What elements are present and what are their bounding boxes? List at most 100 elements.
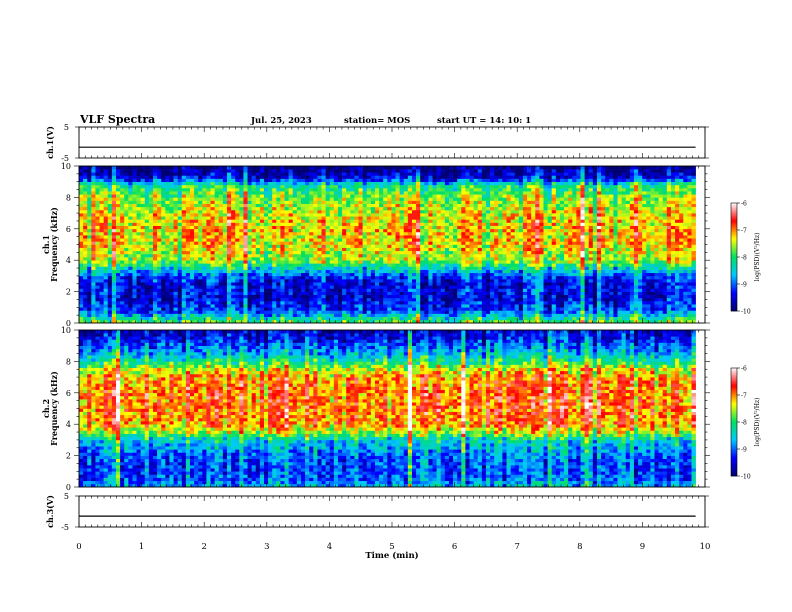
spectrogram-cell	[403, 166, 409, 170]
spectrogram-cell	[185, 222, 191, 226]
spectrogram-cell	[457, 194, 462, 198]
spectrogram-cell	[395, 166, 400, 170]
spectrogram-cell	[342, 187, 347, 192]
spectrogram-cell	[469, 285, 474, 289]
spectrogram-cell	[116, 191, 121, 195]
spectrogram-cell	[243, 238, 248, 242]
spectrogram-cell	[387, 310, 392, 314]
spectrogram-cell	[399, 316, 405, 321]
spectrogram-cell	[144, 260, 150, 264]
spectrogram-cell	[79, 175, 84, 179]
spectrogram-cell	[79, 282, 84, 286]
spectrogram-cell	[83, 184, 88, 189]
spectrogram-cell	[313, 304, 318, 308]
spectrogram-cell	[103, 222, 109, 226]
spectrogram-cell	[235, 194, 240, 198]
spectrogram-cell	[148, 316, 154, 321]
spectrogram-cell	[350, 291, 355, 296]
spectrogram-cell	[309, 216, 314, 220]
spectrogram-cell	[407, 319, 413, 324]
spectrogram-cell	[152, 272, 158, 277]
spectrogram-cell	[239, 172, 244, 176]
spectrogram-cell	[317, 213, 322, 217]
spectrogram-cell	[91, 297, 96, 302]
spectrogram-cell	[305, 235, 310, 239]
spectrogram-cell	[436, 206, 442, 211]
spectrogram-cell	[198, 235, 203, 239]
spectrogram-cell	[169, 257, 174, 261]
spectrogram-cell	[440, 301, 446, 305]
spectrogram-cell	[198, 260, 203, 264]
spectrogram-cell	[235, 228, 240, 233]
spectrogram-cell	[194, 275, 199, 280]
spectrogram-cell	[152, 206, 158, 211]
spectrogram-cell	[300, 244, 306, 248]
spectrogram-cell	[350, 203, 355, 208]
spectrogram-cell	[300, 216, 306, 220]
spectrogram-cell	[333, 307, 339, 311]
spectrogram-cell	[255, 191, 261, 195]
spectrogram-cell	[194, 191, 199, 195]
spectrogram-cell	[226, 184, 232, 189]
spectrogram-cell	[461, 266, 466, 270]
spectrogram-cell	[181, 225, 187, 230]
spectrogram-cell	[276, 275, 281, 280]
spectrogram-cell	[424, 263, 429, 267]
spectrogram-cell	[95, 279, 100, 283]
spectrogram-cell	[79, 297, 84, 302]
spectrogram-cell	[432, 279, 437, 283]
spectrogram-cell	[128, 307, 133, 311]
spectrogram-cell	[366, 297, 372, 302]
spectrogram-cell	[403, 291, 409, 296]
spectrogram-cell	[194, 169, 199, 173]
spectrogram-cell	[259, 279, 265, 283]
spectrogram-cell	[280, 294, 285, 299]
spectrogram-cell	[325, 275, 331, 280]
spectrogram-cell	[243, 175, 248, 179]
spectrogram-cell	[83, 203, 88, 208]
spectrogram-cell	[226, 250, 232, 255]
spectrogram-cell	[189, 172, 195, 176]
spectrogram-cell	[305, 197, 310, 201]
spectrogram-cell	[428, 266, 433, 270]
spectrogram-cell	[313, 175, 318, 179]
spectrogram-cell	[366, 178, 372, 182]
spectrogram-cell	[99, 222, 104, 226]
spectrogram-cell	[469, 241, 474, 245]
spectrogram-cell	[169, 175, 174, 179]
spectrogram-cell	[206, 272, 211, 277]
spectrogram-cell	[255, 260, 261, 264]
spectrogram-cell	[116, 250, 121, 255]
spectrogram-cell	[337, 313, 343, 318]
spectrogram-cell	[469, 304, 474, 308]
spectrogram-cell	[337, 235, 343, 239]
spectrogram-cell	[111, 282, 117, 286]
spectrogram-cell	[362, 313, 368, 318]
spectrogram-cell	[128, 235, 133, 239]
spectrogram-cell	[305, 297, 310, 302]
spectrogram-cell	[305, 247, 310, 252]
spectrogram-cell	[366, 172, 372, 176]
spectrogram-cell	[144, 304, 150, 308]
spectrogram-cell	[276, 319, 281, 324]
spectrogram-cell	[202, 307, 207, 311]
spectrogram-cell	[251, 169, 257, 173]
spectrogram-cell	[292, 203, 298, 208]
spectrogram-cell	[457, 184, 462, 189]
spectrogram-cell	[465, 191, 470, 195]
spectrogram-cell	[374, 316, 380, 321]
spectrogram-cell	[161, 247, 166, 252]
spectrogram-cell	[189, 310, 195, 314]
spectrogram-cell	[107, 244, 113, 248]
spectrogram-cell	[420, 166, 425, 170]
spectrogram-cell	[103, 291, 109, 296]
spectrogram-cell	[152, 319, 158, 324]
spectrogram-cell	[79, 253, 84, 258]
spectrogram-cell	[202, 178, 207, 182]
spectrogram-cell	[95, 288, 100, 292]
spectrogram-cell	[399, 209, 405, 214]
spectrogram-cell	[370, 250, 376, 255]
spectrogram-cell	[346, 191, 351, 195]
spectrogram-cell	[411, 285, 417, 289]
spectrogram-cell	[342, 297, 347, 302]
